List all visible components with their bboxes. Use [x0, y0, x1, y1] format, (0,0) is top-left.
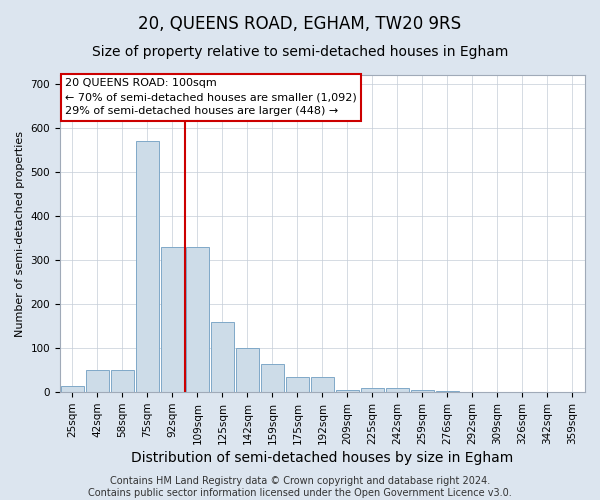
- Bar: [61, 386, 83, 392]
- Bar: [361, 388, 384, 392]
- Y-axis label: Number of semi-detached properties: Number of semi-detached properties: [15, 130, 25, 336]
- Bar: [411, 390, 434, 392]
- Bar: [261, 364, 284, 392]
- Bar: [86, 370, 109, 392]
- Text: Size of property relative to semi-detached houses in Egham: Size of property relative to semi-detach…: [92, 45, 508, 59]
- Bar: [311, 377, 334, 392]
- Text: 20 QUEENS ROAD: 100sqm
← 70% of semi-detached houses are smaller (1,092)
29% of : 20 QUEENS ROAD: 100sqm ← 70% of semi-det…: [65, 78, 357, 116]
- Bar: [236, 348, 259, 392]
- Bar: [336, 390, 359, 392]
- Text: 20, QUEENS ROAD, EGHAM, TW20 9RS: 20, QUEENS ROAD, EGHAM, TW20 9RS: [139, 15, 461, 33]
- Bar: [186, 247, 209, 392]
- Text: Contains HM Land Registry data © Crown copyright and database right 2024.
Contai: Contains HM Land Registry data © Crown c…: [88, 476, 512, 498]
- Bar: [161, 247, 184, 392]
- X-axis label: Distribution of semi-detached houses by size in Egham: Distribution of semi-detached houses by …: [131, 451, 514, 465]
- Bar: [136, 141, 158, 392]
- Bar: [386, 388, 409, 392]
- Bar: [286, 377, 308, 392]
- Bar: [111, 370, 134, 392]
- Bar: [211, 322, 233, 392]
